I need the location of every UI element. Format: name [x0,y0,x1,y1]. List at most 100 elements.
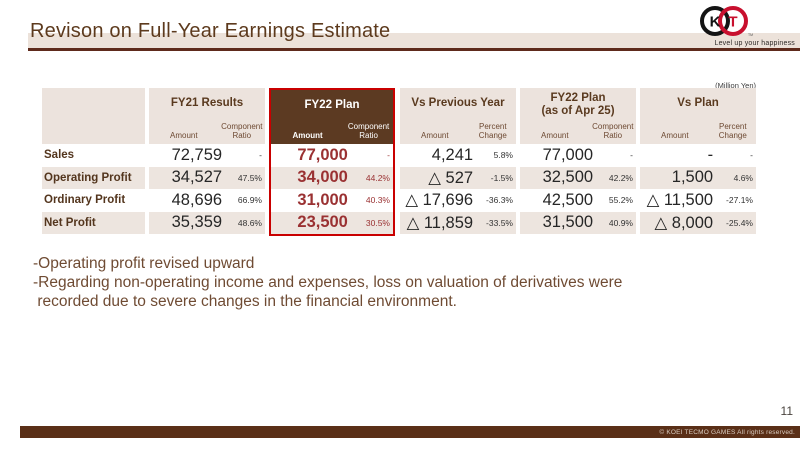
note-line-1: -Operating profit revised upward [33,255,255,272]
table-cell: △ 8,000 -25.4% [640,211,756,234]
page-title: Revison on Full-Year Earnings Estimate [30,20,391,42]
fy22apr-title-line2: (as of Apr 25) [541,104,615,117]
value: 72,759 [171,145,223,164]
row-label-sales: Sales [44,149,75,162]
value: △ 11,500 [646,191,714,210]
note-line-2: -Regarding non-operating income and expe… [33,274,623,291]
table-cell: 34,000 44.2% [271,166,393,189]
ratio: 5.8% [493,150,513,161]
fy22-sub-amount: Amount [292,131,323,140]
ratio: 4.6% [733,172,753,183]
ratio: 42.2% [608,172,633,183]
fy21-sub-amount: Amount [170,131,198,140]
vs-plan-column: Vs Plan Amount Percent Change -- 1,500 4.… [640,88,756,234]
fy22-group-title: FY22 Plan [304,99,360,111]
vsprev-sub-amount: Amount [421,131,449,140]
fy22-plan-header: FY22 Plan Amount Component Ratio [271,90,393,144]
value: △ 17,696 [405,191,474,210]
ratio: -27.1% [726,195,753,206]
ratio: 48.6% [237,217,262,228]
table-cell: 31,000 40.3% [271,189,393,212]
fy21-group-title: FY21 Results [170,97,244,109]
ratio: 44.2% [365,172,390,183]
vsplan-sub-pct: Percent Change [718,122,747,140]
fy22-sub-ratio: Component Ratio [347,122,390,140]
fy21-results-header: FY21 Results Amount Component Ratio [149,88,265,144]
ratio: - [750,150,753,161]
title-underline [28,48,800,51]
fy22apr-sub-ratio: Component Ratio [592,122,634,140]
fy22-plan-column-highlighted: FY22 Plan Amount Component Ratio 77,000 -… [269,88,395,236]
value: △ 8,000 [654,213,714,232]
ratio: - [387,150,390,161]
note-line-3: recorded due to severe changes in the fi… [33,293,457,310]
ratio: 55.2% [608,195,633,206]
ratio: - [259,150,262,161]
table-cell: 31,500 40.9% [520,211,636,234]
ratio: 66.9% [237,195,262,206]
value: 34,000 [297,168,348,187]
row-label-operating-profit: Operating Profit [42,166,145,189]
logo-tm-mark: TM [748,33,753,37]
ratio: - [630,150,633,161]
table-cell: 32,500 42.2% [520,166,636,189]
brand-tagline: Level up your happiness [714,40,795,47]
value: 31,500 [542,213,594,232]
table-cell: 1,500 4.6% [640,166,756,189]
logo-letter-t: T [728,14,737,31]
table-cell: 35,359 48.6% [149,211,265,234]
copyright-text: © KOEI TECMO GAMES All rights reserved. [659,428,795,436]
value: △ 11,859 [406,213,474,232]
value: 48,696 [171,190,223,209]
ratio: 47.5% [237,172,262,183]
value: 32,500 [542,168,594,187]
table-cell: -- [640,144,756,167]
table-cell: 23,500 30.5% [271,211,393,234]
row-label-column: Sales Operating Profit Ordinary Profit N… [42,88,145,234]
vs-previous-year-column: Vs Previous Year Amount Percent Change 4… [400,88,516,234]
vsplan-group-title: Vs Plan [677,97,719,109]
value: 31,000 [297,190,348,209]
ratio: -25.4% [726,217,753,228]
title-highlight-band [28,33,800,48]
ratio: 40.3% [365,195,390,206]
value: 77,000 [297,145,348,164]
value: 35,359 [171,213,223,232]
row-label-ordinary-profit: Ordinary Profit [44,194,126,207]
fy22apr-title-line1: FY22 Plan [550,92,606,104]
vs-plan-header: Vs Plan Amount Percent Change [640,88,756,144]
fy21-results-column: FY21 Results Amount Component Ratio 72,7… [149,88,265,234]
value: △ 527 [428,168,474,187]
value: 77,000 [542,145,594,164]
vs-previous-year-header: Vs Previous Year Amount Percent Change [400,88,516,144]
table-cell: △ 11,500 -27.1% [640,189,756,212]
vsprev-group-title: Vs Previous Year [411,97,505,109]
value: - [707,145,714,164]
ratio: 30.5% [365,217,390,228]
value: 1,500 [671,168,714,187]
table-cell: 72,759 - [149,144,265,167]
row-label-net-profit: Net Profit [42,211,145,234]
table-cell: 48,696 66.9% [149,189,265,212]
logo-letter-k: K [710,14,721,31]
ratio: -36.3% [486,195,513,206]
fy22-plan-apr25-header: FY22 Plan (as of Apr 25) Amount Componen… [520,88,636,144]
vsprev-sub-pct: Percent Change [478,122,507,140]
page-number: 11 [780,404,793,418]
fy21-sub-ratio: Component Ratio [221,122,263,140]
table-cell: 34,527 47.5% [149,166,265,189]
table-cell: 42,500 55.2% [520,189,636,212]
value: 23,500 [297,213,348,232]
earnings-table: Sales Operating Profit Ordinary Profit N… [42,88,756,236]
table-cell: △ 527 -1.5% [400,166,516,189]
koei-tecmo-logo-icon: K T TM [700,6,753,37]
ratio: -1.5% [490,172,513,183]
table-cell: △ 11,859 -33.5% [400,211,516,234]
footer-bar: © KOEI TECMO GAMES All rights reserved. [20,426,800,438]
unit-note: (Million Yen) [715,81,756,90]
ratio: 40.9% [608,217,633,228]
value: 42,500 [542,190,594,209]
ratio: -33.5% [486,217,513,228]
vsplan-sub-amount: Amount [661,131,689,140]
